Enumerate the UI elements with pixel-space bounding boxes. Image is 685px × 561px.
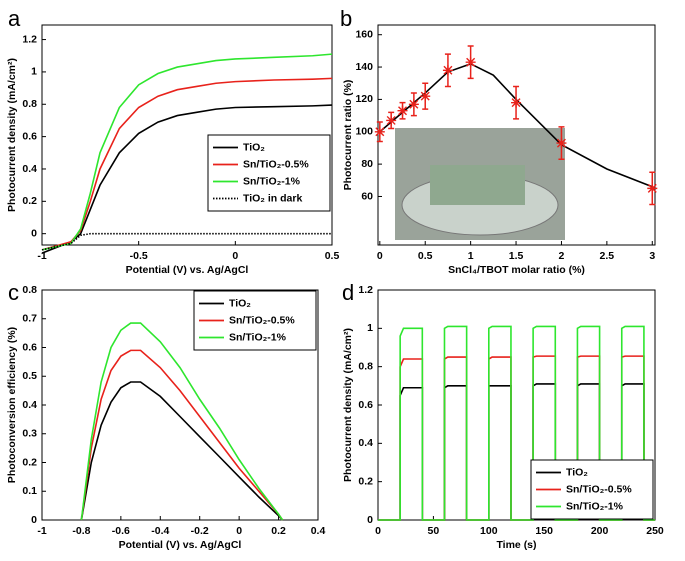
y-tick-label: 0.5 [22,370,37,382]
y-tick-label: 0.6 [22,341,37,353]
y-tick-label: 100 [355,126,373,138]
y-tick-label: 1 [31,66,37,78]
y-tick-label: 140 [355,61,373,73]
x-tick-label: -0.8 [72,525,90,537]
inset-samples [430,165,525,205]
legend-label: TiO₂ [243,141,265,153]
x-tick-label: 1 [468,250,474,262]
y-tick-label: 0.2 [22,456,37,468]
y-tick-label: 120 [355,93,373,105]
y-tick-label: 0.8 [22,284,37,296]
y-tick-label: 0 [31,227,37,239]
data-point [397,105,408,116]
legend-label: TiO₂ [229,297,251,309]
x-tick-label: 200 [591,525,609,537]
y-tick-label: 1.2 [22,33,37,45]
data-point [442,65,453,76]
x-tick-label: 2 [559,250,565,262]
x-tick-label: -0.2 [191,525,209,537]
x-axis-label: Potential (V) vs. Ag/AgCl [119,539,242,551]
data-point [374,126,385,137]
y-tick-label: 0.1 [22,485,37,497]
data-line [41,232,332,251]
y-tick-label: 0.6 [22,130,37,142]
data-line [41,104,333,254]
y-tick-label: 0.2 [358,475,373,487]
x-tick-label: 150 [535,525,553,537]
y-tick-label: 0.6 [358,399,373,411]
y-axis-label: Photocurrent density (mA/cm²) [6,58,18,212]
y-tick-label: 60 [361,190,373,202]
y-tick-label: 0.8 [22,98,37,110]
data-point [408,99,419,110]
data-line [41,53,333,251]
x-axis-label: Potential (V) vs. Ag/AgCl [126,264,249,276]
x-tick-label: -1 [37,250,46,262]
y-tick-label: 0.4 [22,399,37,411]
y-axis-label: Photoconversion efficiency (%) [6,327,18,483]
x-tick-label: 0.4 [311,525,326,537]
x-tick-label: -0.4 [151,525,169,537]
x-tick-label: 3 [649,250,655,262]
y-tick-label: 0 [367,514,373,526]
y-tick-label: 0 [31,514,37,526]
x-axis-label: SnCl₄/TBOT molar ratio (%) [448,264,585,276]
legend-label: Sn/TiO₂-1% [229,331,287,343]
data-point [386,115,397,126]
y-tick-label: 0.7 [22,313,37,325]
data-line [378,325,655,521]
data-point [647,183,658,194]
y-tick-label: 80 [361,158,373,170]
data-point [511,97,522,108]
legend-label: Sn/TiO₂-0.5% [566,483,632,495]
x-tick-label: -1 [37,525,46,537]
legend-label: TiO₂ [566,466,588,478]
x-tick-label: 0 [375,525,381,537]
y-tick-label: 160 [355,28,373,40]
y-tick-label: 0.2 [22,195,37,207]
x-tick-label: 2.5 [600,250,615,262]
data-line [80,381,284,521]
data-line [41,77,333,251]
y-tick-label: 0.4 [358,437,373,449]
x-tick-label: 0 [236,525,242,537]
legend-label: Sn/TiO₂-0.5% [229,314,295,326]
y-axis-label: Photocurrent density (mA/cm²) [342,328,354,482]
data-line [80,322,284,521]
y-axis-label: Photocurrent ratio (%) [342,80,354,191]
x-axis-label: Time (s) [496,539,536,551]
x-tick-label: 100 [480,525,498,537]
x-tick-label: -0.5 [130,250,148,262]
data-point [420,91,431,102]
legend-label: TiO₂ in dark [243,192,302,204]
x-tick-label: 0.5 [418,250,433,262]
data-point [465,57,476,68]
legend-label: Sn/TiO₂-0.5% [243,158,309,170]
x-tick-label: 250 [646,525,664,537]
y-tick-label: 1.2 [358,284,373,296]
x-tick-label: 50 [428,525,440,537]
x-tick-label: 0.2 [271,525,286,537]
x-tick-label: 0.5 [325,250,340,262]
legend-label: Sn/TiO₂-1% [243,175,301,187]
x-tick-label: 0 [232,250,238,262]
x-tick-label: 1.5 [509,250,524,262]
panel-letter: a [8,6,21,31]
data-point [556,138,567,149]
x-tick-label: -0.6 [112,525,130,537]
data-line [80,349,284,521]
y-tick-label: 0.4 [22,163,37,175]
plot-frame [41,24,333,246]
y-tick-label: 1 [367,322,373,334]
y-tick-label: 0.8 [358,360,373,372]
legend-label: Sn/TiO₂-1% [566,500,624,512]
panel-letter: d [342,280,354,305]
panel-letter: b [340,6,352,31]
y-tick-label: 0.3 [22,428,37,440]
x-tick-label: 0 [377,250,383,262]
panel-letter: c [8,280,19,305]
